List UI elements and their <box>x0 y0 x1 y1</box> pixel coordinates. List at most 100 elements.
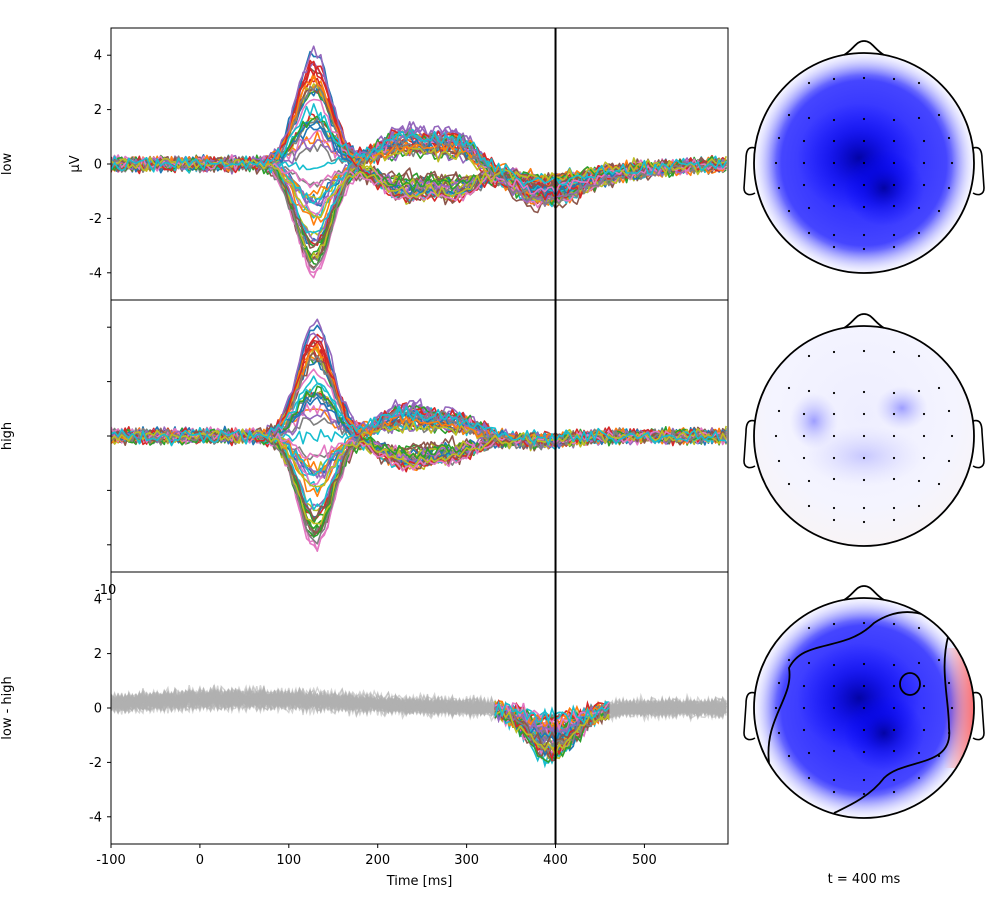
sensor-dot <box>832 434 836 438</box>
sensor-dot <box>807 504 811 508</box>
sensor-dot <box>832 477 836 481</box>
sensor-dot <box>862 139 866 143</box>
sensor-dot <box>777 186 781 190</box>
head-outline <box>753 325 975 547</box>
sensor-dot <box>892 518 896 522</box>
sensor-dot <box>862 506 866 510</box>
sensor-dot <box>922 706 926 710</box>
y-tick-label: -2 <box>89 756 102 771</box>
sensor-dot <box>774 161 778 165</box>
sensor-dot <box>802 183 806 187</box>
y-tick-label: -4 <box>89 810 102 825</box>
sensor-dot <box>862 183 866 187</box>
channel-trace <box>111 427 727 472</box>
sensor-dot <box>950 706 954 710</box>
sensor-dot <box>777 459 781 463</box>
significant-trace <box>494 700 610 725</box>
sensor-dot <box>832 350 836 354</box>
sensor-dot <box>947 409 951 413</box>
sensor-dot <box>807 116 811 120</box>
sensor-dot <box>832 728 836 732</box>
sensor-dot <box>917 751 921 755</box>
sensor-dot <box>950 161 954 165</box>
sensor-dot <box>862 621 866 625</box>
sensor-dot <box>832 118 836 122</box>
x-tick-label: 200 <box>365 853 390 868</box>
sensor-dot <box>947 731 951 735</box>
sensor-dot <box>862 750 866 754</box>
sensor-dot <box>892 204 896 208</box>
sensor-dot <box>862 349 866 353</box>
sensor-dot <box>917 626 921 630</box>
sensor-dot <box>862 247 866 251</box>
sensor-dot <box>802 456 806 460</box>
sensor-dot <box>922 412 926 416</box>
sensor-dot <box>777 409 781 413</box>
sensor-dot <box>947 459 951 463</box>
sensor-dot <box>922 456 926 460</box>
channel-trace <box>111 428 727 534</box>
sensor-dot <box>922 728 926 732</box>
channel-trace <box>111 347 727 446</box>
sensor-dot <box>832 456 836 460</box>
sensor-dot <box>862 778 866 782</box>
sensor-dot <box>862 412 866 416</box>
sensor-dot <box>832 778 836 782</box>
sensor-dot <box>922 183 926 187</box>
sensor-dot <box>802 706 806 710</box>
sensor-dot <box>832 622 836 626</box>
channel-trace <box>111 154 727 202</box>
erp-panel-1: 4 2 0 -2 -4 low µV <box>0 27 729 301</box>
sensor-dot <box>832 245 836 249</box>
sensor-dot <box>802 728 806 732</box>
sensor-dot <box>892 233 896 237</box>
channel-traces <box>111 683 727 769</box>
sensor-dot <box>862 662 866 666</box>
channel-trace <box>111 154 727 266</box>
sensor-dot <box>922 434 926 438</box>
sensor-dot <box>832 161 836 165</box>
sensor-dot <box>802 434 806 438</box>
row-label: low - high <box>0 676 15 740</box>
sensor-dot <box>832 790 836 794</box>
channel-traces <box>111 45 727 279</box>
x-tick-label: 0 <box>196 853 204 868</box>
sensor-dot <box>862 706 866 710</box>
sensor-dot <box>892 622 896 626</box>
x-axis-label: Time [ms] <box>386 874 453 889</box>
head-outline <box>753 597 975 819</box>
channel-trace <box>111 427 727 535</box>
sensor-dot <box>937 209 941 213</box>
sensor-dot <box>787 386 791 390</box>
sensor-dot <box>892 412 896 416</box>
sensor-dot <box>802 161 806 165</box>
sensor-dot <box>787 754 791 758</box>
sensor-dot <box>892 477 896 481</box>
x-tick-label: 100 <box>276 853 301 868</box>
sensor-dot <box>892 245 896 249</box>
y-tick-label: 2 <box>94 647 102 662</box>
channel-trace <box>111 103 727 187</box>
sensor-dot <box>862 728 866 732</box>
sensor-dot <box>787 113 791 117</box>
sensor-dot <box>950 434 954 438</box>
sensor-dot <box>787 482 791 486</box>
sensor-dot <box>832 77 836 81</box>
x-tick-label: 500 <box>632 853 657 868</box>
nose-outline <box>843 313 885 329</box>
sensor-dot <box>832 518 836 522</box>
y-tick-label: -2 <box>89 212 102 227</box>
sensor-dot <box>807 751 811 755</box>
nose-outline <box>843 585 885 601</box>
sensor-dot <box>832 706 836 710</box>
y-axis-label: µV <box>68 155 83 172</box>
topomap-3 <box>743 585 985 819</box>
sensor-dot <box>807 354 811 358</box>
sensor-dot <box>807 776 811 780</box>
sensor-dot <box>802 139 806 143</box>
channel-trace <box>111 428 727 488</box>
sensor-dot <box>892 728 896 732</box>
sensor-dot <box>947 136 951 140</box>
x-tick-label: 300 <box>454 853 479 868</box>
erp-panel-3: 4 2 0 -2 -4 low - high <box>0 571 729 845</box>
